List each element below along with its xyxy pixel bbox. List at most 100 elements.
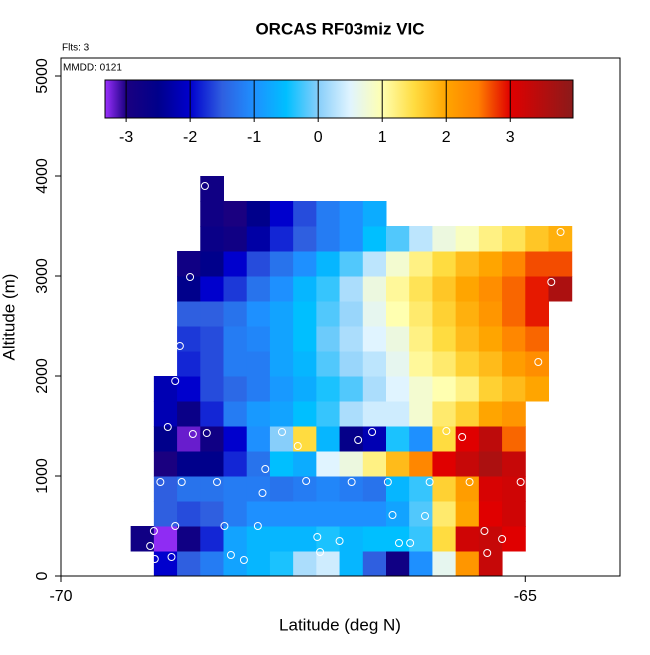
heat-cell bbox=[246, 501, 271, 527]
heat-cell bbox=[269, 426, 294, 452]
flight-point bbox=[556, 228, 565, 236]
heat-cell bbox=[432, 526, 457, 552]
heat-cell bbox=[177, 476, 201, 502]
chart-title: ORCAS RF03miz VIC bbox=[255, 19, 424, 38]
heat-cell bbox=[223, 301, 248, 327]
heat-cell bbox=[200, 176, 224, 202]
heat-cell bbox=[455, 351, 480, 377]
heat-cell bbox=[478, 376, 503, 402]
heat-cell bbox=[200, 476, 224, 502]
colorbar-tick-label: 1 bbox=[378, 129, 387, 146]
heat-cell bbox=[200, 326, 224, 352]
heat-cell bbox=[177, 501, 201, 527]
y-axis-label: Altitude (m) bbox=[0, 274, 18, 361]
flight-point bbox=[167, 553, 176, 561]
heat-cell bbox=[455, 251, 480, 277]
heat-cell bbox=[362, 276, 387, 302]
flight-point bbox=[149, 527, 158, 535]
heat-cell bbox=[362, 201, 387, 227]
heat-cell bbox=[502, 401, 526, 427]
heat-cell bbox=[339, 501, 364, 527]
x-tick-label: -65 bbox=[514, 588, 537, 605]
heat-cell bbox=[223, 451, 248, 477]
heat-cell bbox=[409, 226, 433, 252]
heat-cell bbox=[200, 351, 224, 377]
heat-cell bbox=[316, 401, 341, 427]
heat-cell bbox=[269, 276, 294, 302]
heat-cell bbox=[409, 401, 433, 427]
heat-cell bbox=[293, 451, 317, 477]
flight-point bbox=[261, 465, 270, 473]
heat-cell bbox=[223, 251, 248, 277]
heat-cell bbox=[200, 401, 224, 427]
heat-cell bbox=[362, 351, 387, 377]
heat-cell bbox=[432, 426, 457, 452]
heat-cell bbox=[386, 426, 410, 452]
heat-cell bbox=[177, 351, 201, 377]
heat-cell bbox=[339, 351, 364, 377]
heat-cell bbox=[200, 376, 224, 402]
heat-cell bbox=[409, 526, 433, 552]
heat-cell bbox=[502, 326, 526, 352]
heat-cell bbox=[246, 476, 271, 502]
heat-cell bbox=[432, 226, 457, 252]
flight-point bbox=[177, 478, 186, 486]
heat-cell bbox=[432, 301, 457, 327]
heat-cell bbox=[293, 476, 317, 502]
y-tick-label: 1000 bbox=[34, 458, 51, 494]
heat-cell bbox=[478, 276, 503, 302]
flight-point bbox=[258, 489, 267, 497]
heat-cell bbox=[246, 301, 271, 327]
heat-cell bbox=[362, 401, 387, 427]
flight-point bbox=[388, 511, 397, 519]
heat-cell bbox=[386, 526, 410, 552]
plot-frame bbox=[60, 57, 621, 577]
heat-cell bbox=[246, 376, 271, 402]
heat-cell bbox=[339, 551, 364, 577]
heat-cell bbox=[455, 501, 480, 527]
heat-cell bbox=[316, 301, 341, 327]
heat-cell bbox=[386, 351, 410, 377]
heat-cell bbox=[455, 551, 480, 577]
heat-cell bbox=[223, 401, 248, 427]
heat-cell bbox=[246, 451, 271, 477]
heat-cell bbox=[386, 301, 410, 327]
flight-point bbox=[202, 429, 211, 437]
heat-cell bbox=[548, 226, 573, 252]
heat-cell bbox=[339, 526, 364, 552]
heat-cell bbox=[293, 226, 317, 252]
heat-cell bbox=[316, 476, 341, 502]
flight-point bbox=[171, 377, 180, 385]
heat-cell bbox=[316, 526, 341, 552]
flight-point bbox=[200, 182, 209, 190]
heat-cell bbox=[409, 251, 433, 277]
heat-cell bbox=[386, 476, 410, 502]
heat-cell bbox=[200, 551, 224, 577]
heat-cell bbox=[502, 276, 526, 302]
heat-cell bbox=[293, 301, 317, 327]
heat-cell bbox=[386, 326, 410, 352]
heat-cell bbox=[432, 326, 457, 352]
heat-cell bbox=[246, 351, 271, 377]
heat-cell bbox=[386, 551, 410, 577]
heat-cell bbox=[478, 476, 503, 502]
heat-cell bbox=[432, 351, 457, 377]
heat-cell bbox=[177, 401, 201, 427]
heat-cell bbox=[293, 276, 317, 302]
heat-cell bbox=[339, 426, 364, 452]
heat-cell bbox=[409, 501, 433, 527]
heat-cell bbox=[525, 351, 549, 377]
heat-cell bbox=[455, 451, 480, 477]
heat-cell bbox=[293, 526, 317, 552]
heat-cell bbox=[293, 501, 317, 527]
heat-cell bbox=[293, 351, 317, 377]
heat-cell bbox=[246, 251, 271, 277]
heat-cell bbox=[223, 501, 248, 527]
flight-point bbox=[516, 478, 525, 486]
heat-cell bbox=[362, 551, 387, 577]
heat-cell bbox=[293, 201, 317, 227]
heat-cell bbox=[177, 326, 201, 352]
colorbar bbox=[104, 79, 574, 119]
heat-cell bbox=[200, 276, 224, 302]
heat-cell bbox=[269, 326, 294, 352]
